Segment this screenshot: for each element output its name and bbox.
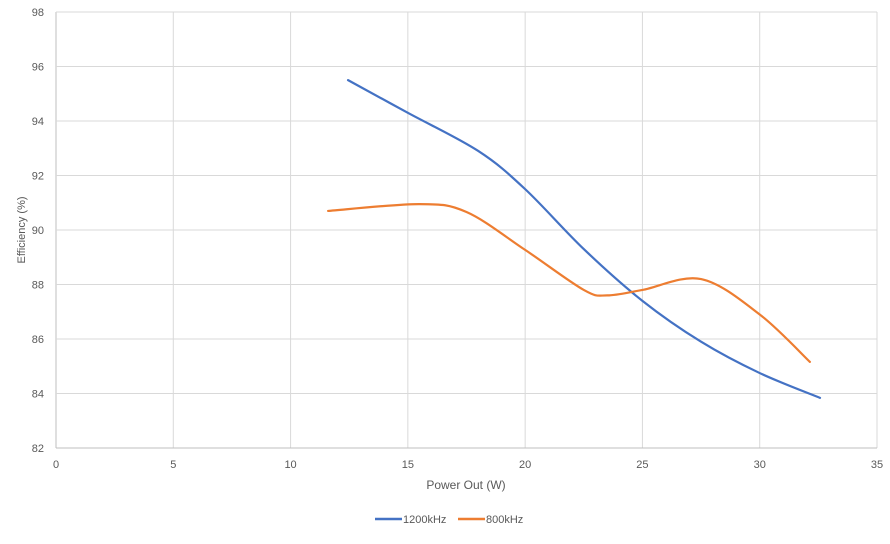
series-line-1200khz — [346, 79, 822, 399]
y-tick-label: 84 — [32, 389, 44, 401]
y-tick-label: 90 — [32, 225, 44, 237]
series-lines — [327, 79, 822, 399]
y-tick-label: 82 — [32, 443, 44, 455]
x-tick-label: 5 — [170, 459, 176, 471]
y-tick-label: 98 — [32, 7, 44, 19]
x-tick-label: 25 — [636, 459, 648, 471]
x-tick-label: 35 — [871, 459, 883, 471]
x-tick-label: 0 — [53, 459, 59, 471]
y-tick-label: 96 — [32, 62, 44, 74]
legend: 1200kHz 800kHz — [375, 514, 523, 526]
y-tick-label: 86 — [32, 334, 44, 346]
y-tick-label: 94 — [32, 116, 44, 128]
tick-labels: 0 5 10 15 20 25 30 35 82 84 86 88 90 92 94 96 98 — [32, 7, 883, 471]
x-tick-label: 15 — [402, 459, 414, 471]
x-axis-label: Power Out (W) — [426, 478, 505, 492]
x-tick-label: 20 — [519, 459, 531, 471]
y-axis-label: Efficiency (%) — [16, 196, 28, 263]
y-tick-label: 92 — [32, 171, 44, 183]
x-tick-label: 10 — [284, 459, 296, 471]
legend-label-800khz: 800kHz — [486, 514, 523, 526]
grid — [55, 11, 878, 449]
series-line-800khz — [327, 203, 812, 363]
legend-label-1200khz: 1200kHz — [403, 514, 446, 526]
y-tick-label: 88 — [32, 280, 44, 292]
x-tick-label: 30 — [754, 459, 766, 471]
